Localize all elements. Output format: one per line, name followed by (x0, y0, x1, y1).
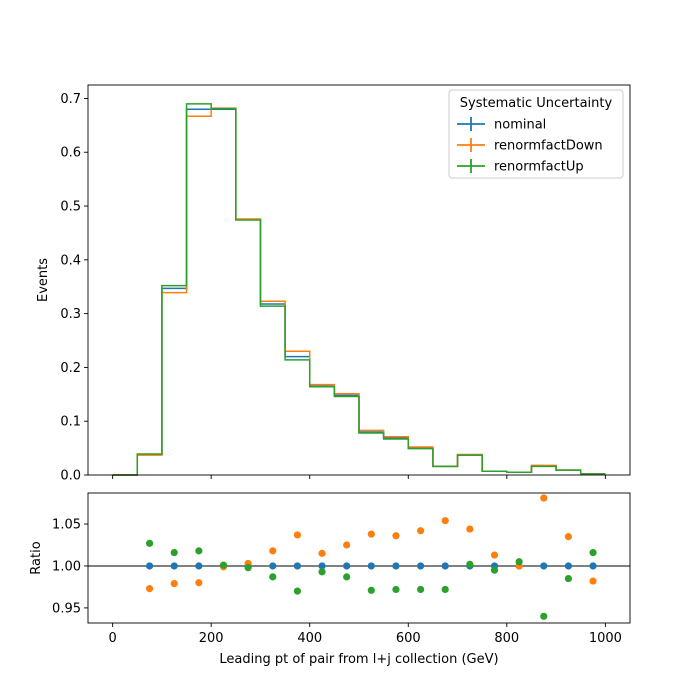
ratio-point-nominal (170, 562, 178, 570)
ratio-ytick-label: 1.05 (52, 518, 81, 533)
top-ytick-label: 0.0 (60, 469, 81, 484)
ratio-xtick-label: 600 (396, 631, 421, 646)
ratio-xtick-label: 400 (297, 631, 322, 646)
ratio-point-renormfactDown (392, 532, 400, 540)
ratio-point-renormfactDown (343, 541, 351, 549)
ratio-point-renormfactUp (564, 574, 573, 583)
ratio-point-nominal (589, 562, 597, 570)
ratio-panel: 0.95 1.00 1.05 0 200 400 600 800 1000 (52, 492, 631, 646)
ratio-point-nominal (564, 562, 573, 570)
legend-box (448, 89, 624, 179)
ratio-point-renormfactUp (367, 586, 375, 594)
ratio-point-renormfactDown (269, 547, 277, 555)
ratio-xtick-label: 200 (199, 631, 224, 646)
legend-label-renormfactUp: renormfactUp (494, 160, 584, 175)
ratio-point-renormfactDown (564, 533, 573, 541)
ratio-point-nominal (416, 562, 425, 570)
top-ytick-label: 0.5 (60, 200, 81, 215)
ratio-point-nominal (269, 562, 277, 570)
ratio-point-renormfactUp (441, 585, 449, 594)
ratio-point-nominal (367, 562, 375, 570)
legend-title: Systematic Uncertainty (460, 96, 613, 111)
ratio-point-nominal (293, 562, 302, 570)
ratio-point-renormfactUp (195, 547, 203, 555)
top-ytick-label: 0.4 (60, 253, 81, 268)
ratio-point-renormfactDown (170, 579, 178, 588)
y-axis-label-ratio: Ratio (29, 541, 44, 574)
top-ytick-label: 0.7 (60, 92, 81, 107)
ratio-point-renormfactUp (269, 573, 277, 581)
top-ytick-label: 0.3 (60, 307, 81, 322)
ratio-point-renormfactDown (589, 577, 597, 585)
ratio-point-renormfactUp (170, 548, 178, 557)
ratio-ytick-label: 0.95 (52, 601, 81, 616)
ratio-point-renormfactDown (466, 525, 474, 533)
ratio-xtick-label: 800 (494, 631, 519, 646)
ratio-point-renormfactUp (219, 561, 228, 569)
ratio-point-renormfactDown (195, 579, 203, 587)
ratio-xtick-label: 0 (108, 631, 116, 646)
ratio-point-renormfactUp (490, 566, 499, 574)
ratio-point-renormfactDown (145, 585, 154, 593)
ratio-point-nominal (195, 562, 203, 570)
top-panel: 0.0 0.1 0.2 0.3 0.4 0.5 0.6 0.7 (60, 84, 631, 484)
ratio-point-renormfactDown (490, 551, 499, 559)
ratio-point-renormfactUp (540, 612, 548, 620)
ratio-point-renormfactUp (589, 548, 597, 557)
legend: Systematic Uncertainty nominal renormfact… (448, 89, 624, 179)
ratio-point-renormfactDown (441, 517, 449, 525)
ratio-point-nominal (343, 562, 351, 570)
ratio-point-nominal (540, 562, 548, 570)
ratio-point-renormfactUp (466, 560, 474, 568)
legend-label-nominal: nominal (494, 118, 546, 133)
ratio-point-renormfactDown (367, 530, 375, 538)
ratio-point-nominal (441, 562, 449, 570)
x-axis-label: Leading pt of pair from l+j collection (… (219, 652, 498, 667)
ratio-point-renormfactDown (318, 549, 326, 557)
ratio-point-renormfactUp (343, 573, 351, 581)
ratio-xtick-label: 1000 (589, 631, 622, 646)
legend-label-renormfactDown: renormfactDown (494, 139, 603, 154)
ratio-point-renormfactDown (293, 531, 302, 539)
top-ytick-label: 0.6 (60, 146, 81, 161)
ratio-point-renormfactUp (318, 568, 326, 576)
ratio-axes-frame (87, 492, 631, 624)
ratio-ytick-label: 1.00 (52, 559, 81, 574)
ratio-point-renormfactDown (416, 527, 425, 535)
ratio-point-renormfactUp (392, 585, 400, 594)
ratio-point-renormfactUp (293, 587, 302, 595)
ratio-point-nominal (145, 562, 154, 570)
hist-renormfactUp (112, 103, 606, 476)
ratio-point-nominal (318, 562, 326, 570)
top-ytick-label: 0.1 (60, 415, 81, 430)
top-ytick-label: 0.2 (60, 361, 81, 376)
ratio-point-renormfactUp (244, 564, 252, 572)
top-axes-frame (87, 84, 631, 476)
ratio-point-renormfactUp (145, 539, 154, 547)
y-axis-label-events: Events (36, 258, 51, 302)
ratio-point-renormfactUp (515, 558, 523, 566)
ratio-point-nominal (392, 562, 400, 570)
ratio-point-renormfactUp (416, 585, 425, 594)
ratio-point-renormfactDown (540, 494, 548, 502)
